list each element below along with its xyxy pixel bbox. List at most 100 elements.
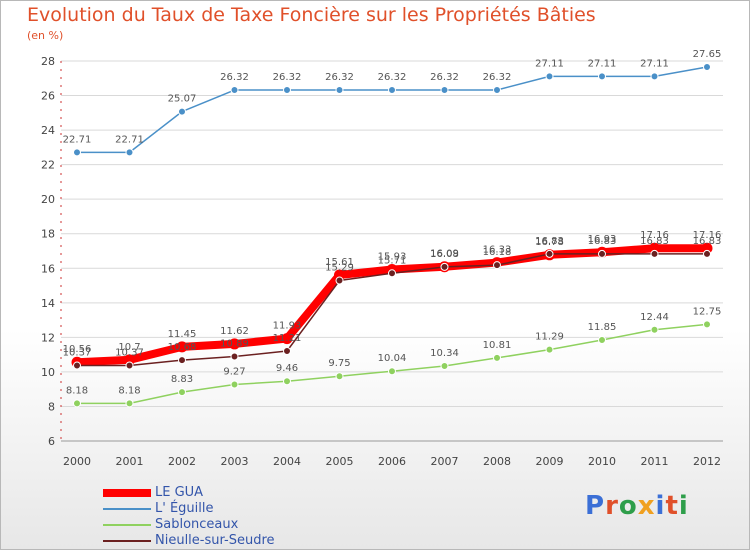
data-label: 9.46 — [276, 363, 298, 374]
data-label: 11.93 — [273, 321, 302, 332]
data-point — [440, 86, 449, 95]
y-tick-label: 28 — [41, 55, 55, 68]
data-label: 10.56 — [63, 344, 92, 355]
data-point — [281, 333, 293, 345]
data-point — [545, 345, 554, 354]
data-point — [178, 107, 186, 116]
x-tick-label: 2000 — [63, 455, 91, 468]
data-label: 10.68 — [168, 342, 197, 353]
series-layer — [71, 63, 713, 408]
x-tick-label: 2008 — [483, 455, 511, 468]
data-point — [73, 148, 81, 157]
y-tick-label: 14 — [41, 297, 55, 310]
logo-letter: x — [637, 491, 656, 521]
data-point — [650, 72, 659, 81]
y-tick-label: 26 — [41, 90, 55, 103]
data-point — [176, 341, 188, 353]
data-point — [125, 399, 134, 408]
data-label: 26.32 — [430, 72, 459, 83]
data-point — [335, 86, 344, 95]
data-point — [230, 352, 239, 361]
y-tick-label: 22 — [41, 159, 55, 172]
legend-item-l-eguille: L' Éguille — [103, 501, 363, 517]
data-label: 12.75 — [693, 306, 722, 317]
data-label: 15.93 — [378, 251, 407, 262]
axis-layer: 6 8 10 12 14 16 18 20 22 24 26 28 2000 2001 2002 2003 20… — [41, 55, 723, 468]
data-point — [230, 86, 239, 95]
data-point — [703, 249, 711, 258]
data-label: 11.85 — [588, 322, 617, 333]
data-label: 26.32 — [378, 72, 407, 83]
data-point — [598, 72, 606, 81]
data-point — [440, 262, 449, 271]
data-label: 17.16 — [640, 230, 669, 241]
legend-swatch — [103, 524, 151, 526]
data-point — [283, 377, 291, 386]
data-label: 26.32 — [483, 72, 512, 83]
chart-title: Evolution du Taux de Taxe Foncière sur l… — [27, 4, 596, 26]
x-tick-label: 2001 — [116, 455, 144, 468]
logo-letter: i — [655, 491, 666, 521]
data-label: 10.37 — [63, 348, 92, 359]
grid-layer — [61, 60, 723, 442]
y-tick-label: 6 — [48, 435, 55, 448]
logo-letter: r — [605, 491, 619, 521]
data-point — [124, 354, 135, 366]
legend-item-le-gua: LE GUA — [103, 485, 363, 501]
data-point — [335, 276, 344, 285]
x-tick-label: 2005 — [326, 455, 354, 468]
logo-letter: o — [618, 491, 638, 521]
data-point — [650, 249, 659, 258]
data-label: 27.11 — [535, 58, 564, 69]
data-label: 12.44 — [640, 312, 669, 323]
data-label: 16.09 — [430, 249, 459, 260]
data-label: 15.29 — [325, 263, 354, 274]
data-point — [598, 249, 606, 258]
data-label: 11.62 — [220, 326, 249, 337]
logo-letter: t — [665, 491, 679, 521]
data-label: 16.78 — [535, 237, 564, 248]
data-label: 10.89 — [220, 339, 249, 350]
x-tick-label: 2009 — [536, 455, 564, 468]
label-layer: 22.71 22.71 25.07 26.32 26.32 26.32 26.32 26.32… — [63, 49, 722, 396]
legend-label: L' Éguille — [155, 501, 214, 516]
x-tick-label: 2002 — [168, 455, 196, 468]
data-point — [73, 361, 81, 370]
data-point — [440, 362, 449, 371]
data-label: 17.16 — [693, 230, 722, 241]
legend: LE GUA L' Éguille Sablonceaux Nieulle-su… — [103, 485, 363, 549]
data-point — [335, 372, 344, 381]
data-point — [703, 320, 711, 329]
data-label: 9.75 — [328, 358, 350, 369]
data-point — [703, 63, 711, 72]
data-label: 16.08 — [430, 249, 459, 260]
legend-item-nieulle-sur-seudre: Nieulle-sur-Seudre — [103, 533, 363, 549]
data-label: 16.83 — [640, 236, 669, 247]
data-label: 10.7 — [118, 342, 140, 353]
legend-swatch — [103, 508, 151, 510]
y-tick-label: 18 — [41, 228, 55, 241]
data-label: 16.18 — [483, 247, 512, 258]
data-point — [178, 356, 186, 365]
y-tick-label: 10 — [41, 366, 55, 379]
chart-subtitle: (en %) — [27, 29, 64, 42]
data-point — [493, 86, 501, 95]
data-label: 26.32 — [325, 72, 354, 83]
data-label: 15.71 — [378, 255, 407, 266]
x-tick-label: 2012 — [693, 455, 721, 468]
y-tick-label: 24 — [41, 124, 55, 137]
brand-logo: Proxiti — [585, 491, 689, 521]
legend-swatch — [103, 540, 151, 542]
data-point — [493, 353, 501, 362]
data-label: 22.71 — [63, 134, 92, 145]
y-tick-label: 12 — [41, 331, 55, 344]
y-tick-label: 20 — [41, 193, 55, 206]
data-label: 15.61 — [325, 257, 354, 268]
data-label: 16.83 — [588, 236, 617, 247]
data-point — [388, 367, 396, 376]
data-point — [598, 335, 606, 344]
legend-swatch — [103, 489, 151, 497]
data-label: 22.71 — [115, 134, 144, 145]
data-label: 16.83 — [535, 236, 564, 247]
